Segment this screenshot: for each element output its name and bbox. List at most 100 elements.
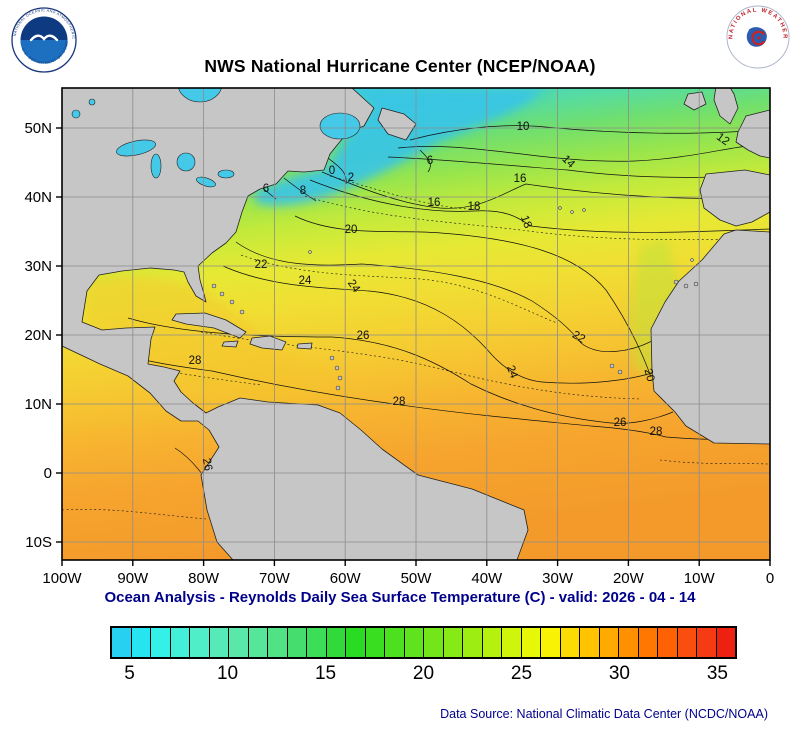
- contour-label: 10: [517, 121, 530, 133]
- colorbar-cell: [209, 628, 229, 657]
- x-tick-label: 40W: [471, 570, 503, 587]
- contour-label: 18: [518, 214, 534, 230]
- y-tick-label: 50N: [24, 120, 52, 137]
- land-masses: [62, 88, 770, 560]
- contour-label: 2: [348, 172, 354, 184]
- colorbar-cell: [677, 628, 697, 657]
- contour-label: 8: [300, 185, 306, 197]
- colorbar-cell: [580, 628, 600, 657]
- colorbar-cell: [307, 628, 327, 657]
- contour-label: 28: [393, 396, 406, 408]
- lake-ontario: [217, 169, 235, 179]
- colorbar-tick: 5: [124, 663, 135, 684]
- colorbar-tick: 25: [510, 663, 533, 684]
- x-tick-label: 70W: [259, 570, 291, 587]
- lake-superior: [116, 139, 156, 157]
- x-tick-label: 0: [766, 570, 774, 587]
- colorbar-cell: [560, 628, 580, 657]
- y-tick-label: 10N: [24, 396, 52, 413]
- colorbar-tick: 20: [412, 663, 435, 684]
- land-cuba: [171, 312, 247, 339]
- land-iberia: [699, 169, 770, 227]
- x-tick-label: 30W: [542, 570, 574, 587]
- contour-label: 26: [200, 457, 214, 472]
- colorbar-tick-labels: 5 10 15 20 25 30 35: [110, 663, 737, 689]
- y-tick-label: 0: [44, 465, 52, 482]
- contour-label: 22: [255, 259, 268, 271]
- colorbar-cell: [287, 628, 307, 657]
- james-bay: [178, 88, 222, 103]
- noaa-gull-icon: [29, 34, 59, 42]
- contour-label: 6: [263, 183, 269, 195]
- gulf-st-lawrence: [319, 112, 361, 140]
- x-tick-label: 10W: [684, 570, 716, 587]
- land-newfoundland: [377, 107, 417, 141]
- x-tick-label: 80W: [188, 570, 220, 587]
- y-tick-label: 40N: [24, 189, 52, 206]
- contour-label: 22: [570, 329, 587, 346]
- contour-label: 28: [650, 426, 663, 438]
- axis-ticks: [56, 127, 771, 566]
- contour-label: 0: [329, 165, 335, 177]
- grid-lines: [62, 88, 770, 560]
- land-puerto-rico: [296, 342, 313, 350]
- noaa-logo: NATIONAL OCEANIC AND ATMOSPHERIC ADMINIS…: [11, 7, 77, 73]
- contour-label: 18: [468, 201, 481, 213]
- colorbar-cell: [697, 628, 717, 657]
- colorbar-cell: [482, 628, 502, 657]
- colorbar-cell: [424, 628, 444, 657]
- colorbar-cells: [110, 626, 737, 659]
- contour-label: 16: [514, 173, 527, 185]
- colorbar-cell: [521, 628, 541, 657]
- x-tick-label: 90W: [117, 570, 149, 587]
- northern-lake: [88, 98, 96, 106]
- lake-huron: [176, 152, 196, 172]
- land-france: [735, 109, 770, 159]
- warm-gulf-patch: [84, 276, 330, 406]
- colorbar-cell: [502, 628, 522, 657]
- contour-label: 20: [641, 367, 656, 382]
- colorbar-cell: [268, 628, 288, 657]
- contour-label: 6: [427, 155, 433, 167]
- colorbar-cell: [541, 628, 561, 657]
- contour-label: 24: [299, 275, 312, 287]
- contour-label: 24: [504, 364, 520, 381]
- land-hispaniola: [249, 335, 287, 351]
- nws-hurricane-eye: [757, 36, 761, 40]
- land-britain: [713, 88, 739, 125]
- nws-hurricane-icon: [751, 30, 765, 46]
- colorbar-cell: [326, 628, 346, 657]
- land-jamaica: [221, 340, 239, 348]
- colorbar-cell: [443, 628, 463, 657]
- contour-label: 28: [189, 355, 202, 367]
- colorbar-cell: [619, 628, 639, 657]
- colorbar-cell: [716, 628, 735, 657]
- y-tick-label: 30N: [24, 258, 52, 275]
- colorbar-cell: [365, 628, 385, 657]
- contour-label: 20: [345, 224, 358, 236]
- colorbar-tick: 10: [216, 663, 239, 684]
- noaa-logo-ocean: [20, 40, 68, 64]
- colorbar-cell: [229, 628, 249, 657]
- colorbar-tick: 30: [608, 663, 631, 684]
- y-tick-labels: 50N 40N 30N 20N 10N 0 10S: [24, 120, 52, 551]
- colorbar-cell: [638, 628, 658, 657]
- contour-label: 26: [357, 330, 370, 342]
- colorbar-tick: 15: [314, 663, 337, 684]
- cold-shelf-patch: [252, 88, 545, 206]
- colorbar-cell: [346, 628, 366, 657]
- contour-label: 16: [428, 197, 441, 209]
- page-title: NWS National Hurricane Center (NCEP/NOAA…: [204, 56, 596, 76]
- land-africa: [650, 229, 770, 445]
- colorbar-cell: [151, 628, 171, 657]
- lake-winnipeg: [71, 109, 81, 119]
- nws-logo: NATIONAL WEATHER SERVICE: [726, 5, 790, 69]
- x-tick-label: 100W: [42, 570, 82, 587]
- data-source: Data Source: National Climatic Data Cent…: [440, 707, 768, 721]
- x-tick-label: 50W: [401, 570, 433, 587]
- colorbar-tick: 35: [706, 663, 728, 684]
- land-ireland: [683, 91, 707, 111]
- x-tick-labels: 100W 90W 80W 70W 60W 50W 40W 30W 20W 10W 0: [42, 570, 774, 587]
